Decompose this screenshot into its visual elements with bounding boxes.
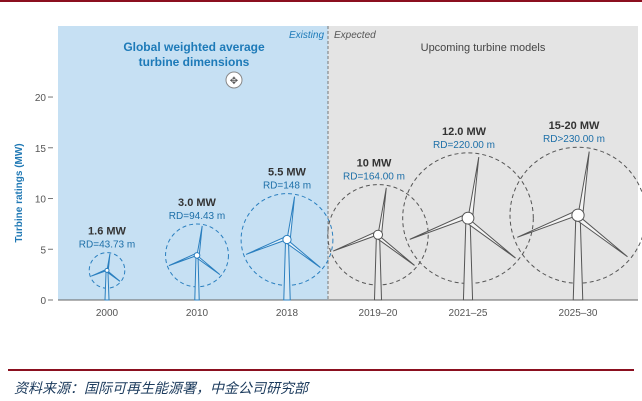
source-note: 资料来源：国际可再生能源署，中金公司研究部 <box>14 381 308 397</box>
rotor-diameter-label: RD=220.00 m <box>433 140 495 151</box>
rotor-diameter-label: RD=43.73 m <box>79 240 135 251</box>
y-axis: 0 5 10 15 20 <box>35 93 53 307</box>
x-tick-label: 2010 <box>186 308 209 319</box>
top-rule <box>0 0 642 2</box>
chart-title: Global weighted average turbine dimension… <box>123 40 265 69</box>
expected-label: Expected <box>334 30 376 41</box>
rating-label: 10 MW <box>357 158 392 170</box>
turbine-hub <box>571 208 585 222</box>
y-tick-label: 10 <box>35 195 47 206</box>
turbine-hub <box>372 229 384 240</box>
turbine-tower <box>104 269 110 301</box>
turbine-4: 12.0 MW RD=220.00 m <box>402 126 534 301</box>
x-tick-label: 2018 <box>276 308 299 319</box>
move-handle-icon[interactable] <box>225 71 243 89</box>
turbine-hub <box>193 252 201 259</box>
x-tick-label: 2021–25 <box>449 308 488 319</box>
y-tick-label: 15 <box>35 144 47 155</box>
turbine-1: 3.0 MW RD=94.43 m <box>165 197 229 301</box>
turbine-hub <box>282 234 292 245</box>
y-tick-label: 5 <box>40 245 46 256</box>
rating-label: 5.5 MW <box>268 167 307 179</box>
turbines-group: 1.6 MW RD=43.73 m 3.0 MW RD=94.43 m 5.5 MW RD… <box>79 120 642 301</box>
rating-label: 12.0 MW <box>442 126 487 138</box>
rotor-diameter-label: RD=94.43 m <box>169 211 225 222</box>
turbine-2: 5.5 MW RD=148 m <box>240 167 334 301</box>
rotor-diameter-label: RD=164.00 m <box>343 172 405 183</box>
turbine-hub <box>461 211 475 225</box>
move-handle-glyph: ✥ <box>230 76 238 87</box>
rating-label: 3.0 MW <box>178 197 217 209</box>
turbine-0: 1.6 MW RD=43.73 m <box>79 226 135 301</box>
x-tick-label: 2025–30 <box>559 308 598 319</box>
rotor-swept-area <box>402 152 534 284</box>
y-axis-label: Turbine ratings (MW) <box>14 143 25 242</box>
x-axis: 2000 2010 2018 2019–20 2021–25 2025–30 <box>96 308 598 319</box>
existing-label: Existing <box>289 30 324 41</box>
rotor-diameter-label: RD=148 m <box>263 181 311 192</box>
x-tick-label: 2019–20 <box>359 308 398 319</box>
turbine-tower <box>194 254 200 301</box>
rating-label: 15-20 MW <box>549 120 600 132</box>
bottom-rule <box>8 369 634 371</box>
y-tick-label: 0 <box>40 296 46 307</box>
turbine-5: 15-20 MW RD>230.00 m <box>509 120 642 301</box>
y-tick-label: 20 <box>35 93 47 104</box>
rating-label: 1.6 MW <box>88 226 127 238</box>
chart-subtitle: Upcoming turbine models <box>421 42 546 54</box>
turbine-3: 10 MW RD=164.00 m <box>327 158 429 301</box>
rotor-diameter-label: RD>230.00 m <box>543 134 605 145</box>
x-tick-label: 2000 <box>96 308 119 319</box>
turbine-hub <box>104 267 110 273</box>
rotor-swept-area <box>88 252 126 289</box>
